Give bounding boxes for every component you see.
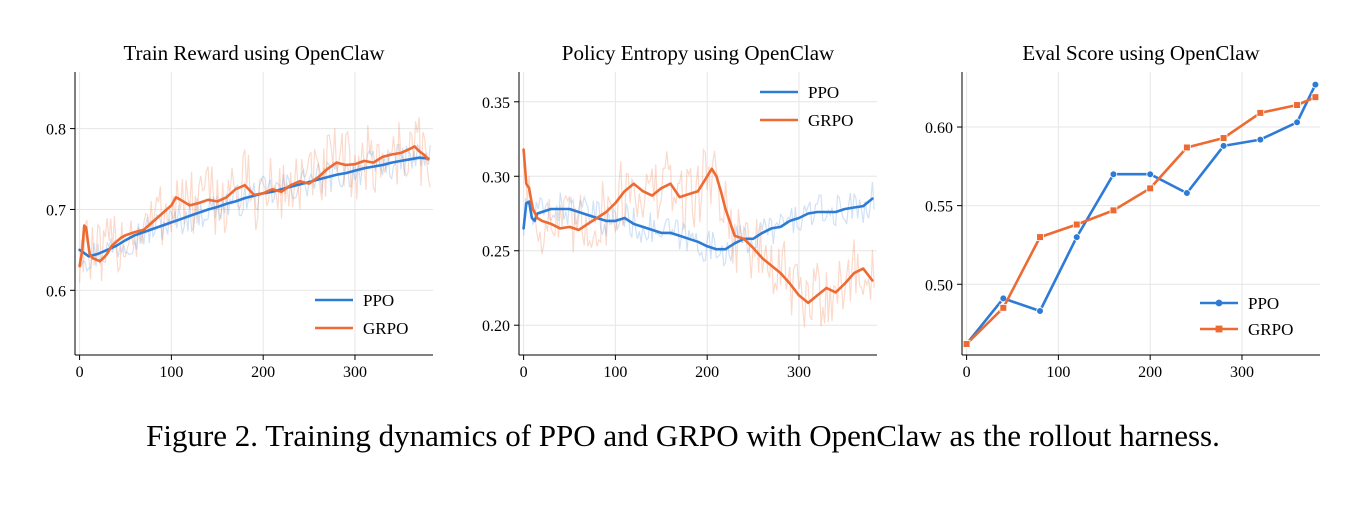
data-point-grpo — [1256, 109, 1265, 117]
data-point-grpo — [1072, 220, 1081, 229]
legend-label-ppo: PPO — [363, 291, 394, 310]
x-tick-label: 100 — [603, 364, 627, 381]
legend-label-grpo: GRPO — [808, 111, 853, 130]
data-point-grpo — [1311, 93, 1320, 101]
y-tick-label: 0.60 — [925, 120, 953, 137]
x-tick-label: 100 — [1046, 364, 1070, 381]
data-point-ppo — [1256, 135, 1265, 144]
data-point-ppo — [1072, 233, 1081, 241]
data-point-grpo — [962, 340, 971, 348]
data-point-grpo — [1219, 134, 1228, 142]
data-point-ppo — [1183, 189, 1191, 197]
data-point-grpo — [1036, 233, 1044, 241]
y-tick-label: 0.20 — [482, 318, 510, 335]
data-point-ppo — [1109, 170, 1118, 178]
data-point-ppo — [1311, 80, 1320, 89]
y-tick-label: 0.25 — [482, 244, 510, 261]
data-point-grpo — [1183, 143, 1191, 152]
y-tick-label: 0.55 — [925, 199, 953, 216]
data-point-ppo — [1219, 142, 1228, 150]
x-tick-label: 300 — [1230, 364, 1254, 381]
data-point-ppo — [1036, 307, 1044, 315]
x-tick-label: 100 — [159, 364, 183, 381]
y-tick-label: 0.7 — [46, 202, 66, 219]
series-line-ppo — [522, 197, 874, 251]
series-line-ppo — [78, 156, 430, 258]
series-raw-ppo — [523, 181, 875, 267]
chart-title: Eval Score using OpenClaw — [1022, 41, 1260, 65]
chart-title: Policy Entropy using OpenClaw — [562, 41, 835, 65]
y-tick-label: 0.35 — [482, 95, 510, 112]
x-tick-label: 200 — [1138, 364, 1162, 381]
x-tick-label: 0 — [520, 364, 528, 381]
y-tick-label: 0.30 — [482, 169, 510, 186]
chart-title: Train Reward using OpenClaw — [123, 41, 385, 65]
figure-panels: Train Reward using OpenClaw 0 100 200 300 0.6… — [46, 41, 1320, 381]
series-line-grpo — [522, 148, 874, 305]
x-tick-label: 300 — [343, 364, 367, 381]
figure-caption: Figure 2. Training dynamics of PPO and G… — [146, 418, 1220, 453]
legend-label-ppo: PPO — [808, 83, 839, 102]
y-tick-label: 0.8 — [46, 122, 66, 139]
legend-label-ppo: PPO — [1248, 294, 1279, 313]
data-point-ppo — [1146, 170, 1154, 178]
data-point-grpo — [999, 304, 1008, 312]
legend-label-grpo: GRPO — [1248, 320, 1293, 339]
data-point-grpo — [1293, 101, 1301, 109]
legend-marker — [1215, 299, 1223, 307]
y-tick-label: 0.50 — [925, 277, 953, 294]
x-tick-label: 200 — [251, 364, 275, 381]
data-point-ppo — [1293, 118, 1301, 127]
legend-marker — [1215, 325, 1223, 333]
data-point-grpo — [1146, 184, 1154, 193]
x-tick-label: 0 — [76, 364, 84, 381]
legend-label-grpo: GRPO — [363, 319, 408, 338]
x-tick-label: 0 — [963, 364, 971, 381]
data-point-grpo — [1109, 206, 1118, 215]
y-tick-label: 0.6 — [46, 283, 66, 300]
x-tick-label: 200 — [695, 364, 719, 381]
series-line-grpo — [78, 145, 430, 268]
data-point-ppo — [999, 294, 1008, 303]
x-tick-label: 300 — [787, 364, 811, 381]
